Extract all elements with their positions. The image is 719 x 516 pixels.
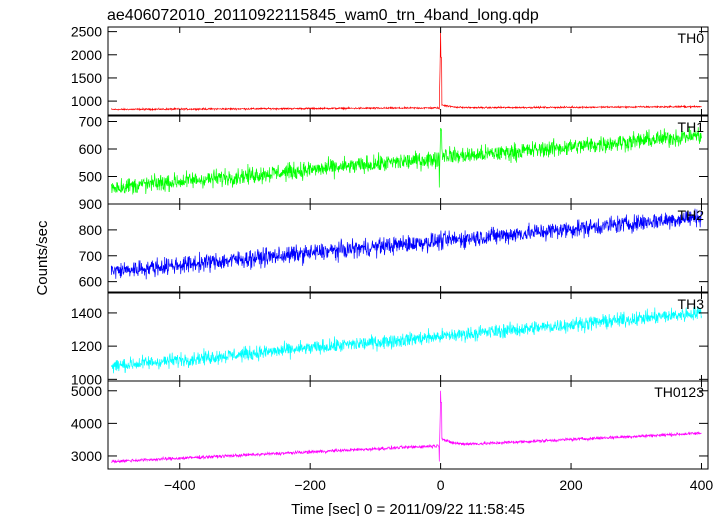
y-tick-label: 4000	[71, 415, 102, 431]
y-tick-label: 1000	[71, 371, 102, 387]
y-tick-label: 500	[79, 169, 103, 185]
y-tick-label: 800	[79, 222, 103, 238]
y-tick-label: 5000	[71, 383, 102, 399]
x-axis: −400 −200 0 200 400	[164, 477, 713, 493]
panel-label-th0: TH0	[678, 30, 705, 46]
y-tick-label: 1000	[71, 93, 102, 109]
y-tick-label: 1500	[71, 70, 102, 86]
series-line-th2	[110, 208, 702, 280]
panel-th0123: 3000 4000 5000 TH0123	[71, 380, 709, 470]
y-tick-label: 700	[79, 248, 103, 264]
y-tick-label: 2000	[71, 47, 102, 63]
panel-th1: 500 600 700 TH1	[79, 114, 709, 205]
y-axis-label: Counts/sec	[34, 220, 51, 296]
panel-th3: 1000 1200 1400 TH3	[71, 292, 709, 387]
panel-th2: 600 700 800 900 TH2	[79, 196, 709, 293]
x-tick-label: 200	[559, 477, 583, 493]
y-tick-label: 3000	[71, 448, 102, 464]
y-tick-label: 700	[79, 114, 103, 130]
panel-th0: 1000 1500 2000 2500 TH0	[71, 24, 709, 116]
x-axis-label: Time [sec] 0 = 2011/09/22 11:58:45	[291, 501, 525, 516]
x-tick-label: −200	[294, 477, 326, 493]
panel-frame	[107, 380, 709, 470]
y-tick-label: 900	[79, 196, 103, 212]
chart-title: ae406072010_20110922115845_wam0_trn_4ban…	[107, 7, 539, 24]
y-tick-label: 1400	[71, 305, 102, 321]
panel-label-th0123: TH0123	[654, 384, 704, 400]
series-line-th1	[110, 126, 702, 195]
panel-label-th1: TH1	[678, 119, 705, 135]
panel-label-th2: TH2	[678, 207, 705, 223]
panel-frame	[107, 203, 709, 293]
y-tick-label: 2500	[71, 24, 102, 40]
panels: 1000 1500 2000 2500 TH0 500 600 700 TH1 600 700 800…	[71, 24, 709, 470]
x-tick-label: −400	[164, 477, 196, 493]
y-tick-label: 600	[79, 141, 103, 157]
panel-frame	[107, 26, 709, 116]
x-tick-label: 0	[437, 477, 445, 493]
y-tick-label: 600	[79, 274, 103, 290]
y-tick-label: 1200	[71, 338, 102, 354]
panel-label-th3: TH3	[678, 296, 705, 312]
x-tick-label: 400	[690, 477, 714, 493]
series-line-th0	[110, 29, 702, 112]
series-line-th0123	[111, 390, 702, 464]
series-line-th3	[110, 306, 702, 374]
